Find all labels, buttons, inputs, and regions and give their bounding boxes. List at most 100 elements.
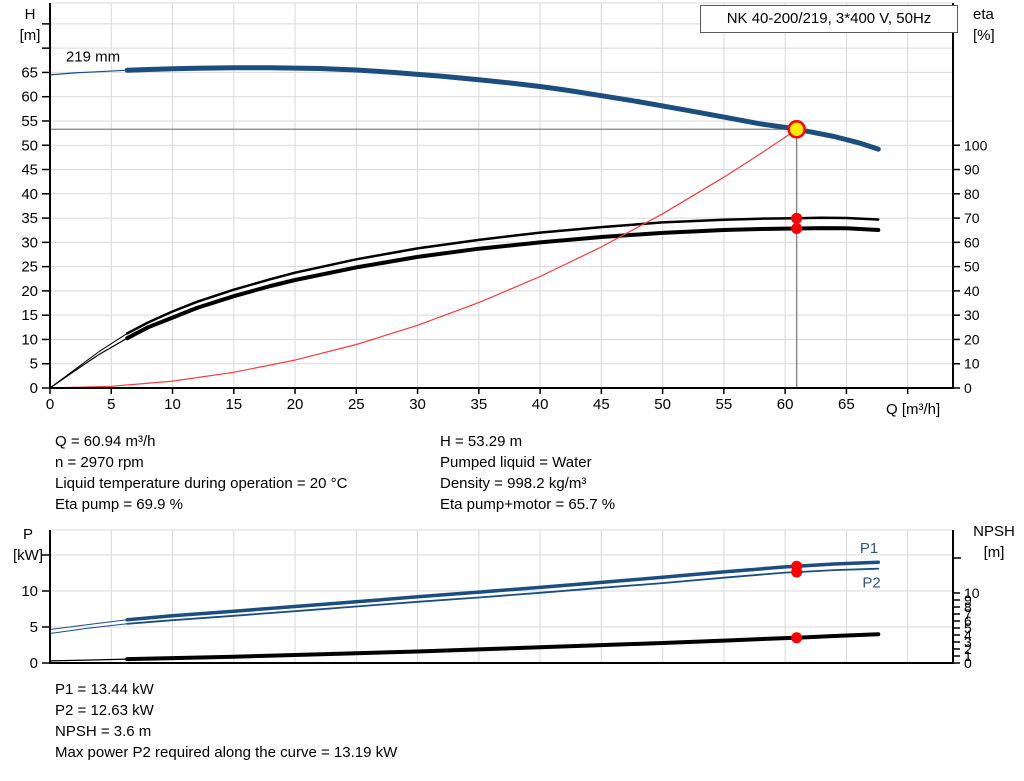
- y-right-tick-label: 40: [964, 283, 980, 299]
- duty-data-left: Q = 60.94 m³/h n = 2970 rpm Liquid tempe…: [55, 431, 347, 515]
- y-right-tick-label: 60: [964, 234, 980, 250]
- x-tick-label: 15: [225, 396, 242, 413]
- npsh-axis-label-line2: [m]: [983, 544, 1005, 561]
- max-power-value: Max power P2 required along the curve = …: [55, 744, 398, 761]
- p2-curve-lead: [49, 623, 128, 634]
- head-curve: [124, 65, 881, 152]
- y-right-tick-label: 10: [964, 356, 980, 372]
- y-right-tick-label: 2: [964, 641, 972, 657]
- x-tick-label: 10: [164, 396, 181, 413]
- x-tick-label: 20: [287, 396, 304, 413]
- eta-pump-point: [791, 212, 803, 224]
- y-right-tick-label: 5: [964, 620, 972, 636]
- eta-pump-motor-curve: [125, 226, 881, 341]
- x-tick-label: 50: [654, 396, 671, 413]
- liquid-temperature-value: Liquid temperature during operation = 20…: [55, 475, 348, 492]
- p2-value: P2 = 12.63 kW: [55, 702, 154, 719]
- x-tick-label: 30: [409, 396, 426, 413]
- p2-point: [791, 566, 803, 578]
- q-axis-label: Q [m³/h]: [886, 401, 941, 418]
- power-data-block: P1 = 13.44 kW P2 = 12.63 kW NPSH = 3.6 m…: [55, 679, 397, 763]
- npsh-value: NPSH = 3.6 m: [55, 723, 152, 740]
- p2-label: P2: [862, 574, 880, 591]
- p1-label: P1: [860, 540, 878, 557]
- p-axis-label: P [kW]: [4, 524, 52, 566]
- density-value: Density = 998.2 kg/m³: [440, 475, 587, 492]
- npsh-point: [791, 632, 803, 644]
- eta-pump-curve: [125, 216, 880, 335]
- y-right-tick-label: 50: [964, 259, 980, 275]
- y-right-tick-label: 9: [964, 592, 972, 608]
- y-right-tick-label: 3: [964, 634, 972, 650]
- x-tick-label: 65: [838, 396, 855, 413]
- eta-pump-motor-point: [791, 223, 803, 235]
- y-right-tick-label: 100: [964, 137, 988, 153]
- y-right-tick-label: 0: [964, 655, 972, 671]
- y-left-tick-label: 65: [21, 64, 38, 81]
- p1-curve-lead: [49, 619, 128, 630]
- system-curve: [49, 128, 798, 389]
- y-right-tick-label: 90: [964, 162, 980, 178]
- y-right-tick-label: 80: [964, 186, 980, 202]
- y-left-tick-label: 30: [21, 234, 38, 251]
- y-right-tick-label: 10: [964, 585, 980, 601]
- x-tick-label: 35: [470, 396, 487, 413]
- y-right-tick-label: 4: [964, 627, 972, 643]
- y-left-tick-label: 45: [21, 162, 38, 179]
- y-left-tick-label: 20: [21, 283, 38, 300]
- y-right-tick-label: 0: [964, 380, 972, 396]
- pumped-liquid-value: Pumped liquid = Water: [440, 454, 592, 471]
- flow-value: Q = 60.94 m³/h: [55, 433, 156, 450]
- p1-point: [791, 560, 803, 572]
- x-tick-label: 0: [46, 396, 54, 413]
- y-right-tick-label: 8: [964, 599, 972, 615]
- y-left-tick-label: 40: [21, 186, 38, 203]
- p-axis-label-line1: P: [22, 526, 33, 543]
- npsh-axis-label-line1: NPSH: [973, 523, 1015, 540]
- x-tick-label: 45: [593, 396, 610, 413]
- eta-pump-value: Eta pump = 69.9 %: [55, 496, 183, 513]
- p1-value: P1 = 13.44 kW: [55, 681, 154, 698]
- p2-curve: [126, 567, 880, 625]
- x-tick-label: 25: [348, 396, 365, 413]
- h-axis-label: H [m]: [8, 4, 52, 46]
- duty-data-right: H = 53.29 m Pumped liquid = Water Densit…: [440, 431, 615, 515]
- head-curve-lead: [49, 69, 128, 76]
- y-left-tick-label: 50: [21, 137, 38, 154]
- x-tick-label: 5: [107, 396, 115, 413]
- speed-value: n = 2970 rpm: [55, 454, 144, 471]
- x-tick-label: 60: [777, 396, 794, 413]
- x-tick-label: 40: [532, 396, 549, 413]
- p-axis-label-line2: [kW]: [13, 547, 43, 564]
- y-left-tick-label: 5: [30, 356, 38, 373]
- y-left-tick-label: 15: [21, 307, 38, 324]
- eta-axis-label: eta [%]: [973, 4, 1021, 46]
- npsh-axis-label: NPSH [m]: [964, 521, 1024, 563]
- y-right-tick-label: 6: [964, 613, 972, 629]
- p1-curve: [125, 560, 881, 622]
- y-right-tick-label: 7: [964, 606, 972, 622]
- y-right-tick-label: 30: [964, 307, 980, 323]
- h-axis-label-line1: H: [24, 6, 36, 23]
- npsh-curve: [125, 632, 881, 662]
- duty-point: [787, 120, 806, 139]
- y-left-tick-label: 25: [21, 259, 38, 276]
- x-tick-label: 55: [716, 396, 733, 413]
- y-left-tick-label: 35: [21, 210, 38, 227]
- eta-axis-label-line1: eta: [973, 6, 994, 23]
- impeller-diameter-label: 219 mm: [66, 48, 120, 65]
- y-right-tick-label: 1: [964, 648, 972, 664]
- eta-axis-label-line2: [%]: [973, 27, 995, 44]
- y-left-tick-label: 0: [30, 655, 38, 672]
- pump-title-box: NK 40-200/219, 3*400 V, 50Hz: [700, 5, 958, 33]
- y-left-tick-label: 55: [21, 113, 38, 130]
- y-left-tick-label: 60: [21, 89, 38, 106]
- eta-pump-motor-curve-lead: [49, 337, 128, 389]
- eta-pump-motor-value: Eta pump+motor = 65.7 %: [440, 496, 616, 513]
- eta-pump-curve-lead: [49, 332, 128, 389]
- h-axis-label-line2: [m]: [19, 27, 41, 44]
- y-left-tick-label: 10: [21, 583, 38, 600]
- y-left-tick-label: 5: [30, 619, 38, 636]
